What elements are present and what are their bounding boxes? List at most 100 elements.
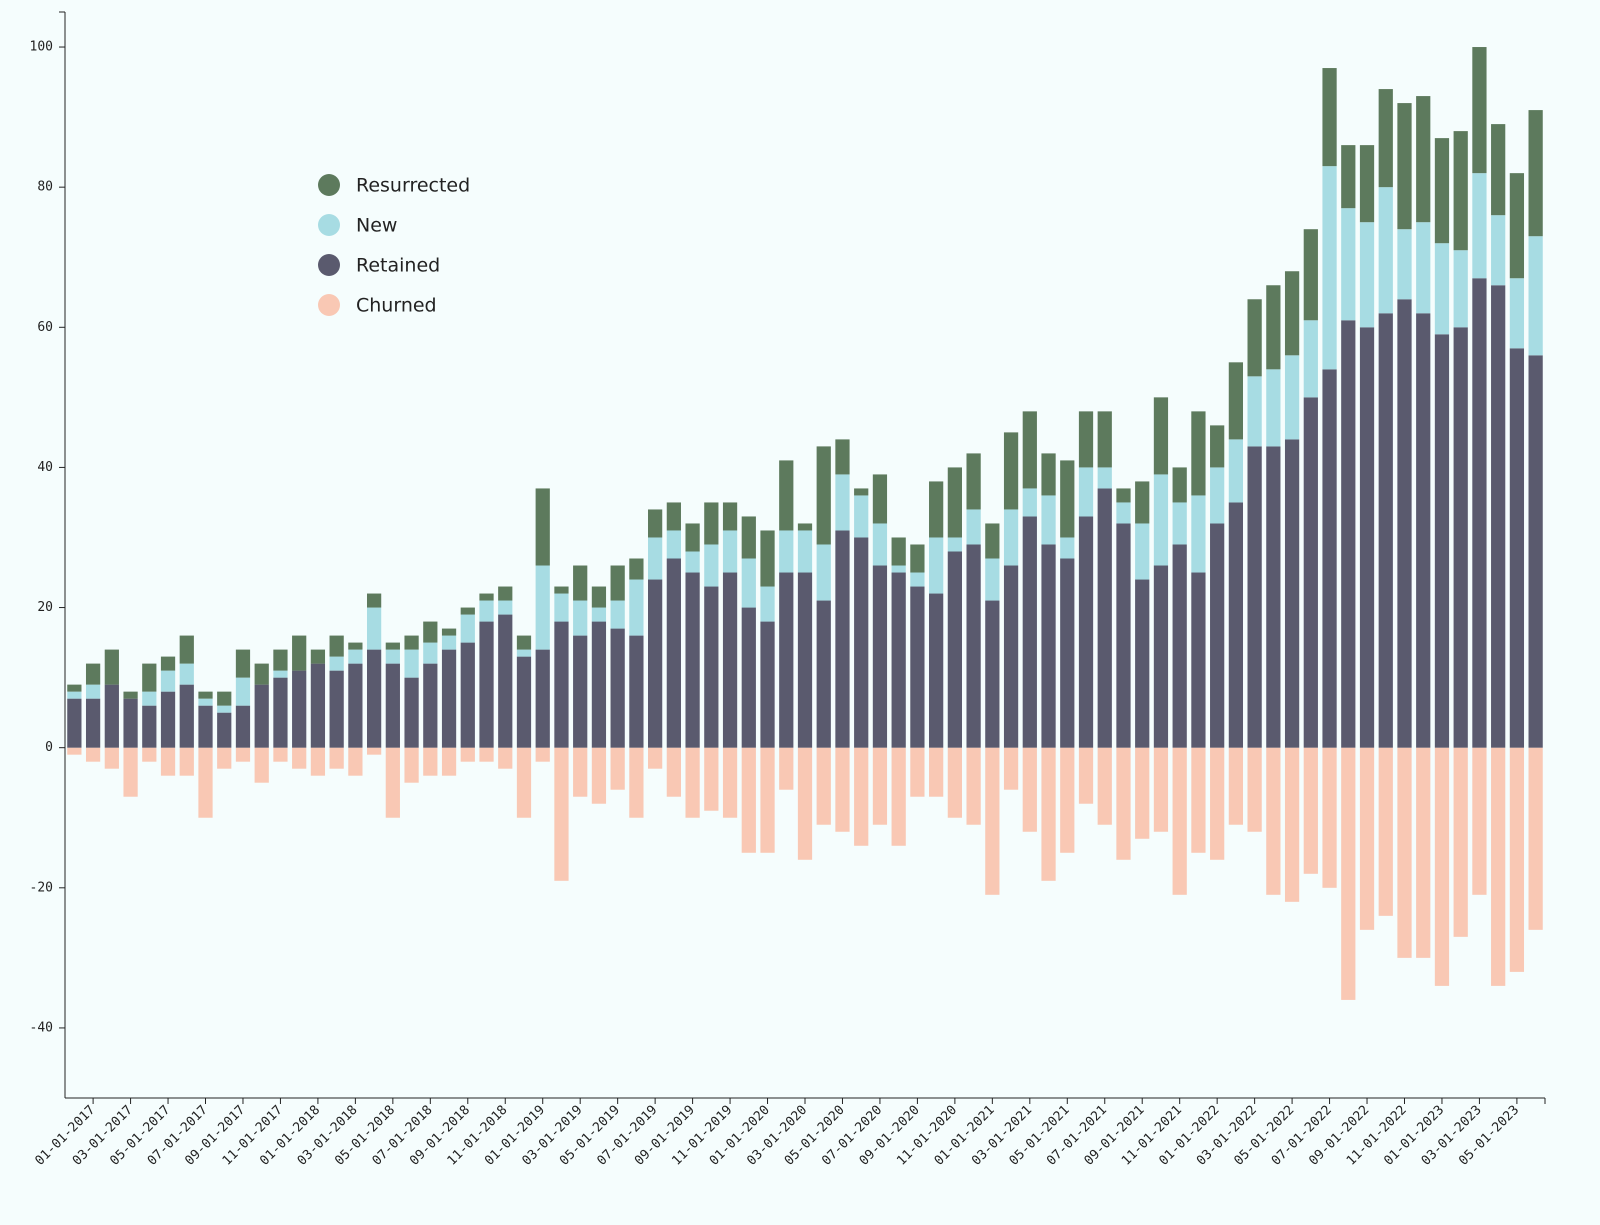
bar-segment bbox=[1397, 299, 1412, 748]
bar-segment bbox=[310, 649, 326, 664]
bar-segment bbox=[385, 642, 400, 650]
bar-segment bbox=[1266, 369, 1281, 447]
bar-segment bbox=[1003, 432, 1019, 510]
bar-segment bbox=[835, 530, 850, 748]
bar-segment bbox=[1247, 747, 1262, 832]
bar-segment bbox=[179, 635, 194, 664]
bar-segment bbox=[516, 747, 532, 818]
bar-segment bbox=[254, 663, 269, 685]
bar-segment bbox=[198, 698, 213, 706]
bar-segment bbox=[947, 747, 962, 818]
bar-segment bbox=[629, 747, 644, 818]
legend-label: Retained bbox=[356, 255, 440, 277]
bar-segment bbox=[891, 747, 906, 846]
bar-segment bbox=[872, 523, 888, 566]
bar-segment bbox=[760, 530, 775, 587]
bar-segment bbox=[441, 747, 457, 776]
bar-segment bbox=[704, 544, 719, 587]
bar-segment bbox=[423, 642, 438, 664]
bar-segment bbox=[1191, 495, 1206, 573]
bar-segment bbox=[610, 747, 625, 790]
bar-segment bbox=[1172, 747, 1187, 895]
y-tick-label: 40 bbox=[37, 460, 53, 475]
bar-segment bbox=[1359, 747, 1375, 930]
bar-segment bbox=[1341, 208, 1356, 321]
bar-segment bbox=[160, 747, 176, 776]
bar-segment bbox=[929, 537, 944, 594]
bar-segment bbox=[142, 747, 157, 762]
bar-segment bbox=[929, 593, 944, 748]
bar-segment bbox=[198, 747, 213, 818]
bar-segment bbox=[891, 537, 906, 566]
bar-segment bbox=[1153, 474, 1169, 566]
bar-segment bbox=[797, 747, 813, 860]
bar-segment bbox=[479, 747, 494, 762]
bar-segment bbox=[310, 663, 326, 748]
bar-segment bbox=[1322, 747, 1337, 888]
legend-label: Churned bbox=[356, 295, 437, 317]
bar-segment bbox=[1434, 334, 1450, 748]
bar-segment bbox=[85, 698, 101, 748]
bar-segment bbox=[985, 558, 1000, 601]
bar-segment bbox=[104, 649, 119, 685]
bar-segment bbox=[1341, 747, 1356, 1000]
bar-segment bbox=[1303, 397, 1318, 748]
bar-segment bbox=[1153, 747, 1169, 832]
bar-segment bbox=[648, 509, 663, 538]
bar-segment bbox=[535, 649, 550, 748]
bar-segment bbox=[591, 747, 607, 804]
bar-segment bbox=[779, 460, 794, 531]
bar-segment bbox=[1359, 327, 1375, 748]
bar-segment bbox=[366, 649, 382, 748]
bar-segment bbox=[1228, 502, 1244, 748]
bar-segment bbox=[741, 607, 756, 748]
bar-segment bbox=[610, 628, 625, 748]
bar-segment bbox=[292, 635, 307, 671]
bar-segment bbox=[273, 747, 288, 762]
bar-segment bbox=[498, 747, 513, 769]
bar-segment bbox=[366, 607, 382, 650]
bar-segment bbox=[1509, 747, 1525, 972]
bar-segment bbox=[1284, 355, 1300, 440]
bar-segment bbox=[1135, 579, 1150, 748]
bar-segment bbox=[1153, 565, 1169, 748]
bar-segment bbox=[573, 565, 588, 601]
bar-segment bbox=[366, 747, 382, 755]
y-tick-label: 60 bbox=[37, 320, 53, 335]
bar-segment bbox=[1022, 516, 1037, 748]
bar-segment bbox=[1078, 516, 1094, 748]
bar-segment bbox=[1247, 446, 1262, 748]
bar-segment bbox=[910, 747, 925, 797]
bar-segment bbox=[404, 635, 419, 650]
bar-segment bbox=[273, 677, 288, 748]
bar-segment bbox=[704, 586, 719, 748]
bar-segment bbox=[1022, 411, 1037, 489]
bar-segment bbox=[1434, 138, 1450, 244]
bar-segment bbox=[1378, 313, 1393, 748]
bar-segment bbox=[404, 747, 419, 783]
bar-segment bbox=[1472, 747, 1487, 895]
bar-segment bbox=[1303, 320, 1318, 398]
bar-segment bbox=[610, 565, 625, 601]
bar-segment bbox=[1060, 747, 1075, 853]
bar-segment bbox=[198, 705, 213, 748]
bar-segment bbox=[1247, 376, 1262, 447]
bar-segment bbox=[441, 628, 457, 636]
bar-segment bbox=[1303, 747, 1318, 874]
bar-segment bbox=[854, 747, 869, 846]
bar-segment bbox=[816, 446, 831, 545]
bar-segment bbox=[760, 586, 775, 622]
bar-segment bbox=[629, 635, 644, 748]
bar-segment bbox=[479, 621, 494, 748]
bar-segment bbox=[779, 747, 794, 790]
bar-segment bbox=[1210, 467, 1225, 524]
bar-segment bbox=[1003, 509, 1019, 566]
bar-segment bbox=[1191, 411, 1206, 496]
bar-segment bbox=[516, 649, 532, 657]
bar-segment bbox=[235, 677, 251, 706]
bar-segment bbox=[104, 684, 119, 748]
bar-segment bbox=[797, 523, 813, 531]
bar-segment bbox=[1247, 299, 1262, 377]
bar-segment bbox=[1378, 187, 1393, 314]
bar-segment bbox=[966, 509, 981, 545]
